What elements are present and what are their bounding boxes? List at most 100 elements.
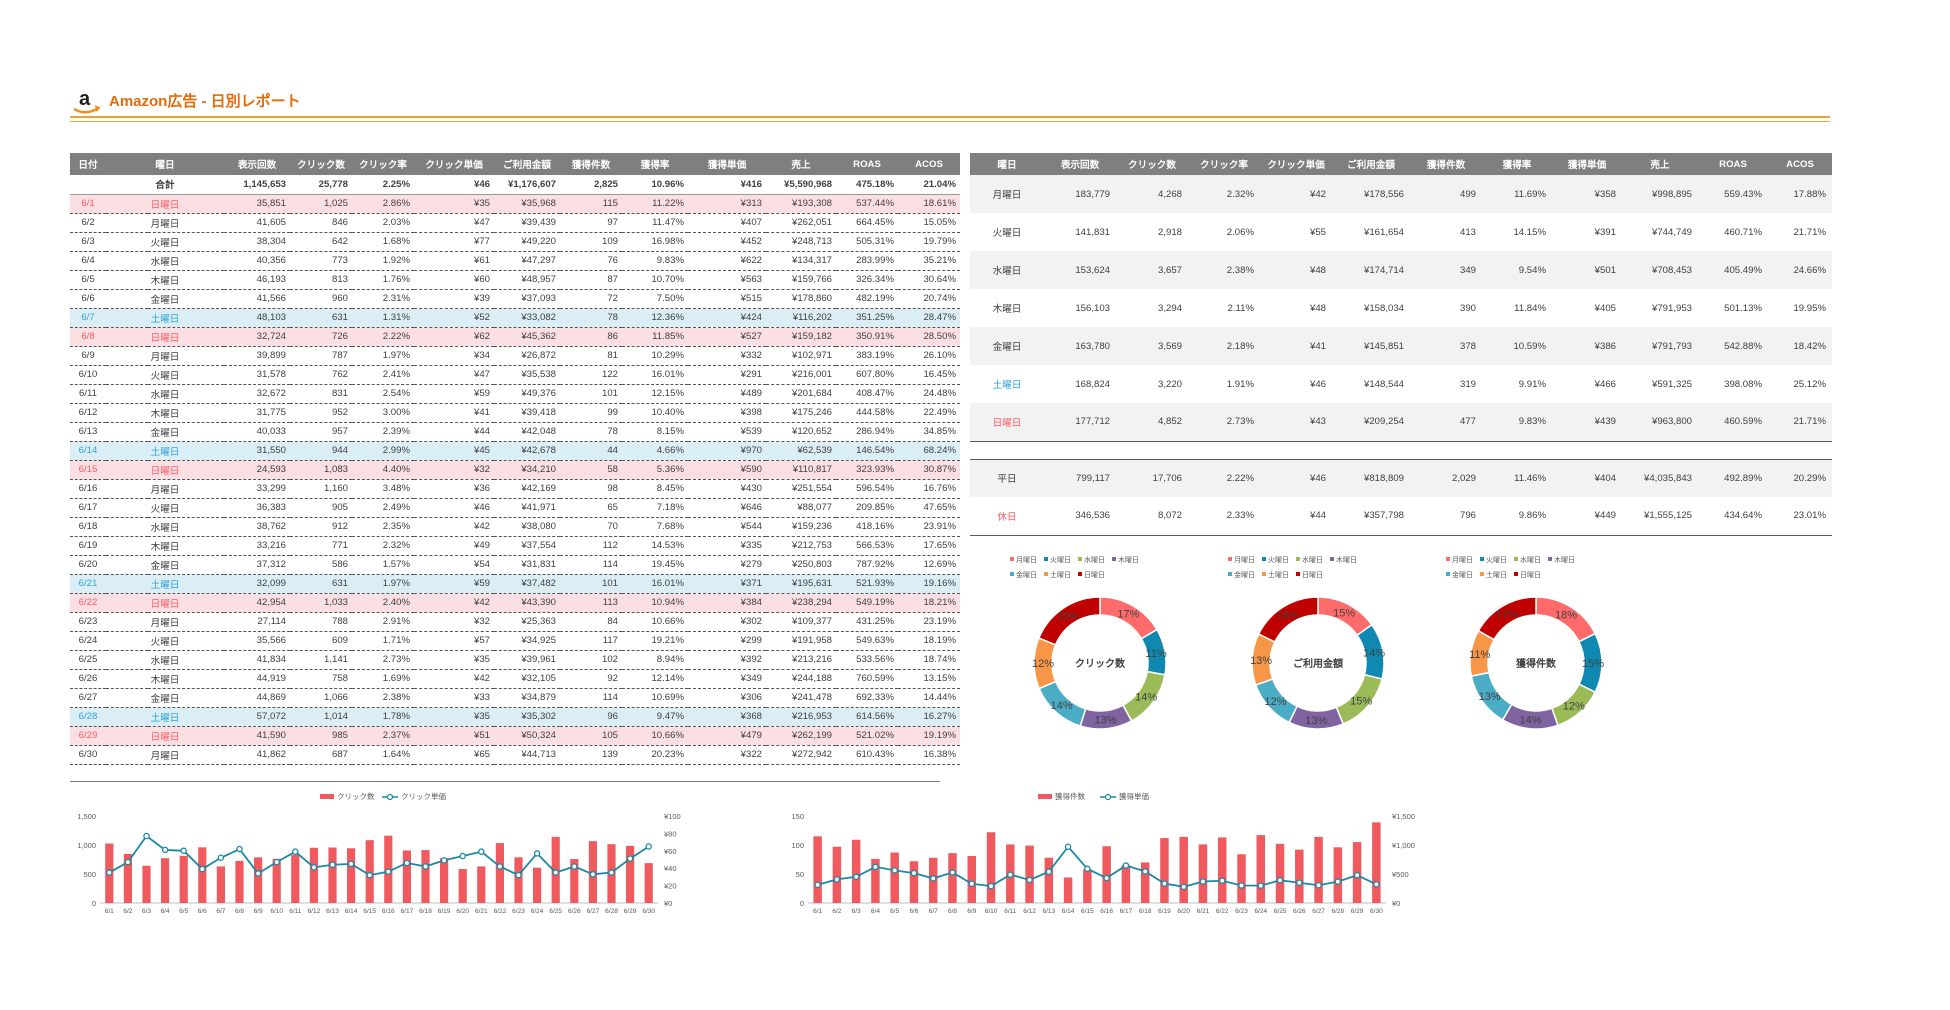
slice-label: 15% [1350, 695, 1372, 707]
value-cell: ¥279 [688, 555, 766, 575]
value-cell: 112 [560, 536, 622, 556]
table-row: 木曜日 156,103 3,294 2.11% ¥48 ¥158,034 390 11.84%… [970, 289, 1832, 327]
value-cell: 92 [560, 669, 622, 689]
value-cell: 11.69% [1482, 175, 1552, 213]
line-point [1141, 868, 1149, 875]
value-cell: ¥49 [414, 536, 494, 556]
value-cell: 39,899 [224, 346, 290, 366]
column-header: 獲得件数 [560, 153, 622, 175]
value-cell: 26.10% [898, 346, 960, 366]
value-cell: ¥291 [688, 365, 766, 385]
x-tick-label: 6/12 [308, 908, 321, 915]
line-point [1064, 843, 1072, 850]
value-cell: 9.54% [1482, 251, 1552, 289]
weekday-cell: 土曜日 [992, 380, 1022, 391]
y2-tick-label: ¥1,500 [1392, 812, 1415, 821]
x-tick-label: 6/4 [871, 908, 880, 915]
line-point [626, 855, 634, 862]
value-cell: ¥1,176,607 [494, 175, 560, 195]
x-tick-label: 6/3 [852, 908, 861, 915]
bar [123, 853, 132, 903]
value-cell: 114 [560, 688, 622, 708]
value-cell: 41,590 [224, 726, 290, 746]
value-cell: 11.84% [1514, 302, 1546, 314]
table-row: 6/26 木曜日 44,919 758 1.69% ¥42 ¥32,105 92 12.14% ¥… [70, 669, 960, 689]
line-point [161, 846, 169, 854]
weekday-cell: 木曜日 [106, 669, 224, 689]
value-cell: 10.69% [622, 688, 688, 708]
weekday-cell: 水曜日 [106, 517, 224, 537]
x-tick-label: 6/23 [1235, 908, 1248, 915]
bar [909, 861, 919, 903]
bar [254, 857, 263, 903]
value-cell: ¥272,942 [766, 745, 836, 765]
value-cell: 3,657 [1116, 251, 1188, 289]
value-cell: 1,145,653 [224, 175, 290, 195]
value-cell: ¥35,538 [494, 365, 560, 385]
value-cell: 16.98% [622, 232, 688, 252]
value-cell: ¥48 [1260, 251, 1332, 289]
value-cell: 521.93% [836, 574, 898, 594]
value-cell: 3.48% [352, 479, 414, 499]
legend-label: 木曜日 [1336, 555, 1357, 564]
slice-label: 19% [1057, 611, 1079, 623]
value-cell: 2.22% [352, 327, 414, 347]
value-cell: 760.59% [836, 669, 898, 689]
value-cell: 460.59% [1698, 403, 1768, 442]
value-cell: 18.61% [898, 194, 960, 214]
value-cell: 24.66% [1768, 251, 1832, 289]
value-cell: 9.83% [622, 251, 688, 271]
value-cell: 10.94% [622, 593, 688, 613]
line-point [347, 860, 355, 868]
value-cell: ¥62,539 [766, 441, 836, 461]
x-tick-label: 6/2 [123, 908, 132, 915]
value-cell: 444.58% [836, 403, 898, 423]
weekday-cell: 月曜日 [106, 213, 224, 233]
line-point [366, 871, 373, 879]
bar [477, 866, 486, 903]
value-cell: 38,762 [224, 517, 290, 537]
value-cell: 30.64% [898, 270, 960, 290]
line-point [608, 869, 615, 876]
value-cell: ¥313 [688, 194, 766, 214]
bar [179, 855, 188, 903]
value-cell: 912 [290, 517, 352, 537]
value-cell: 41,834 [224, 650, 290, 670]
value-cell: 25.12% [1793, 378, 1826, 390]
value-cell: 21.71% [1793, 226, 1826, 238]
slice-label: 13% [1305, 715, 1327, 727]
legend-label: 月曜日 [1016, 556, 1037, 564]
value-cell: 2.35% [352, 517, 414, 537]
value-cell: 156,103 [1075, 302, 1110, 314]
value-cell: 19.21% [622, 631, 688, 651]
value-cell: 2.86% [352, 194, 414, 214]
value-cell: ¥544 [688, 517, 766, 537]
value-cell: ¥35,968 [494, 194, 560, 214]
value-cell: 11.47% [622, 213, 688, 233]
value-cell: 4.40% [352, 460, 414, 480]
value-cell: ¥386 [1552, 327, 1622, 365]
line-point [833, 876, 841, 883]
value-cell: ¥332 [688, 346, 766, 366]
value-cell: 2.91% [352, 612, 414, 632]
x-tick-label: 6/17 [401, 908, 414, 915]
table-row: 6/11 水曜日 32,672 831 2.54% ¥59 ¥49,376 101 12.15%… [70, 384, 960, 404]
value-cell: 664.45% [836, 213, 898, 233]
slice-label: 11% [1146, 648, 1167, 660]
value-cell: ¥358 [1552, 175, 1622, 213]
line-point [1180, 883, 1187, 891]
value-cell: 614.56% [836, 707, 898, 727]
value-cell: ¥646 [688, 498, 766, 518]
value-cell: ¥159,182 [766, 327, 836, 347]
value-cell: 18.74% [898, 650, 960, 670]
bar [644, 863, 653, 903]
bar [1198, 844, 1208, 903]
date-cell: 6/17 [70, 498, 106, 518]
line-point [552, 869, 559, 876]
x-tick-label: 6/8 [235, 908, 244, 915]
value-cell: 418.16% [836, 517, 898, 537]
value-cell: ¥34,210 [494, 460, 560, 480]
value-cell: 492.89% [1698, 459, 1768, 497]
value-cell: ¥416 [688, 175, 766, 195]
value-cell: 72 [560, 289, 622, 309]
